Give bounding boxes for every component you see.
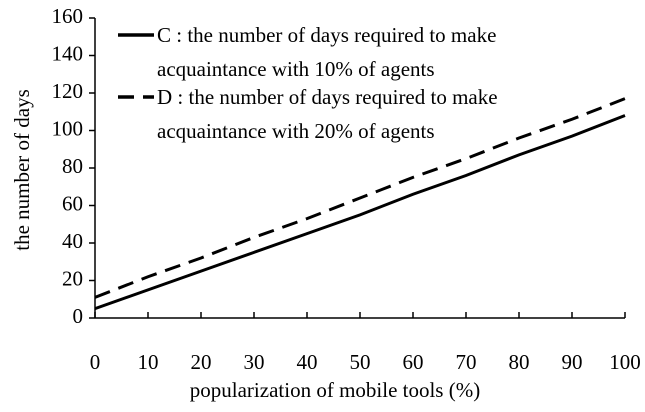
y-axis-label: the number of days <box>10 89 34 251</box>
x-tick-label: 70 <box>456 350 477 374</box>
series-line <box>94 97 626 299</box>
y-tick-label: 80 <box>62 154 83 178</box>
x-tick-label: 40 <box>297 350 318 374</box>
y-tick-label: 0 <box>73 304 84 328</box>
x-tick-label: 20 <box>191 350 212 374</box>
y-tick-label: 160 <box>52 4 84 28</box>
x-tick-label: 50 <box>350 350 371 374</box>
x-tick-label: 0 <box>90 350 101 374</box>
y-tick-label: 20 <box>62 266 83 290</box>
y-tick-label: 40 <box>62 229 83 253</box>
x-tick-label: 10 <box>138 350 159 374</box>
y-tick-label: 100 <box>52 116 84 140</box>
legend-label: C : the number of days required to make … <box>157 23 497 81</box>
x-axis-label: popularization of mobile tools (%) <box>190 378 480 402</box>
y-tick-label: 120 <box>52 79 84 103</box>
x-tick-label: 100 <box>609 350 641 374</box>
x-tick-label: 80 <box>509 350 530 374</box>
legend-label: D : the number of days required to make … <box>157 85 498 143</box>
y-tick-label: 60 <box>62 191 83 215</box>
x-tick-label: 60 <box>403 350 424 374</box>
series-line <box>94 114 626 311</box>
y-tick-label: 140 <box>52 41 84 65</box>
x-tick-label: 30 <box>244 350 265 374</box>
x-tick-label: 90 <box>562 350 583 374</box>
